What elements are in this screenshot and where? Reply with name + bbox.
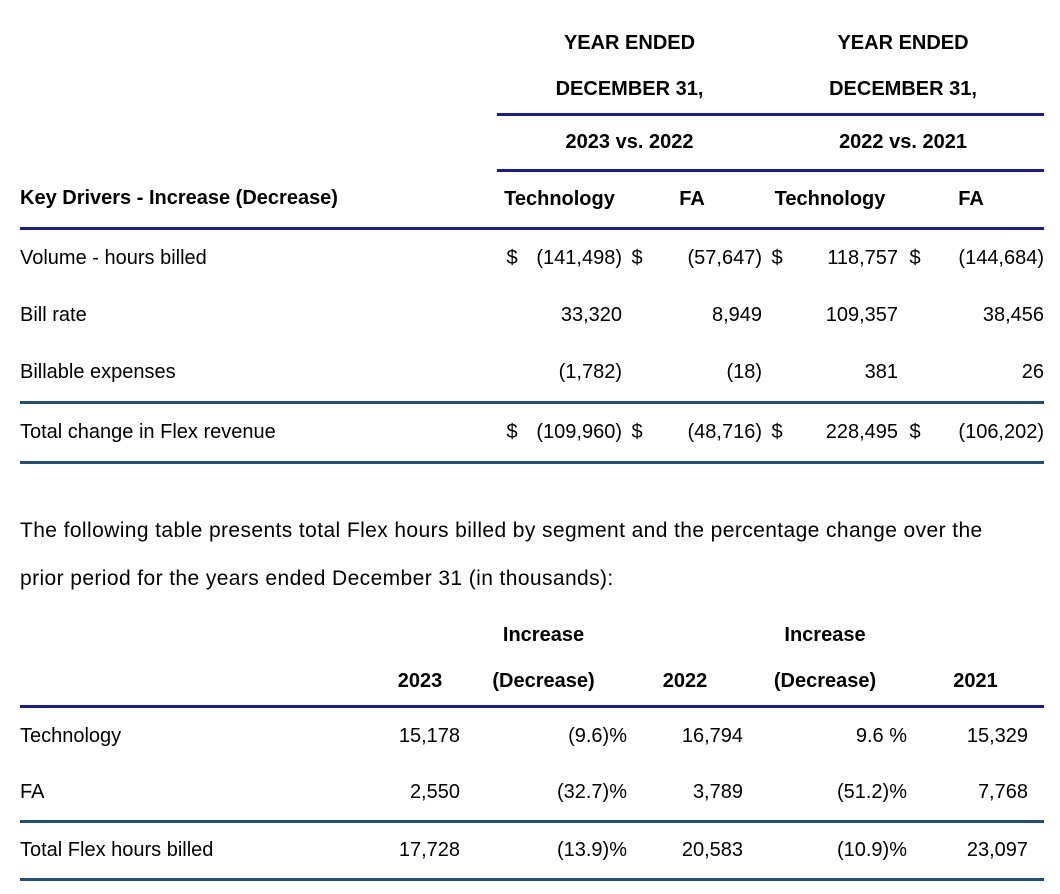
column-header: 2021 [907,658,1044,708]
currency-cell [622,344,652,404]
currency-cell: $ [762,402,793,464]
amount-cell: 15,178 [398,724,460,747]
table-row: Volume - hours billed $ (141,498) $ (57,… [20,229,1044,288]
column-header: FA [898,170,1045,230]
currency-cell: $ [506,247,518,269]
currency-cell: $ [771,247,783,269]
amount-cell: 26 [932,344,1045,404]
currency-cell [622,287,652,344]
table-row: DECEMBER 31, DECEMBER 31, [20,66,1045,116]
table-row: FA 2,550 (32.7)% 3,789 (51.2)% 7,768 [20,764,1044,823]
currency-cell: $ [631,247,643,269]
column-header: 2023 [380,658,460,708]
spacer-cell [627,612,743,658]
amount-cell: 109,357 [825,304,899,326]
period-header: 2023 vs. 2022 [497,114,763,172]
amount-cell: 20,583 [627,821,743,881]
spacer-cell [20,20,497,66]
amount-cell: 33,320 [560,304,622,326]
amount-cell: 38,456 [982,304,1045,326]
currency-cell [497,344,527,404]
table-row: 2023 vs. 2022 2022 vs. 2021 [20,114,1045,172]
amount-cell: (106,202) [932,402,1045,464]
column-header: Increase [784,623,866,646]
group-header: DECEMBER 31, [762,66,1045,116]
table-row: Technology 15,178 (9.6)% 16,794 9.6 % 15… [20,707,1044,765]
group-header: YEAR ENDED [837,31,969,54]
table-header-row: Key Drivers - Increase (Decrease) Techno… [20,170,1045,230]
intro-paragraph: The following table presents total Flex … [20,519,983,590]
column-header: (Decrease) [460,658,627,708]
currency-cell [898,287,932,344]
spacer-cell [20,115,497,171]
table-header-row: 2023 (Decrease) 2022 (Decrease) 2021 [20,658,1044,708]
amount-cell: 2,550 [380,764,460,823]
row-label: Total change in Flex revenue [20,402,497,464]
table-total-row: Total change in Flex revenue $ (109,960)… [20,402,1045,464]
amount-cell: 7,768 [907,764,1044,823]
column-header: Increase [502,623,585,646]
spacer-cell [380,612,460,658]
amount-cell: 3,789 [627,764,743,823]
row-group-title: Key Drivers - Increase (Decrease) [20,170,497,230]
amount-cell: 23,097 [907,821,1044,881]
group-header: DECEMBER 31, [497,66,763,116]
amount-cell: 17,728 [380,821,460,881]
group-header: YEAR ENDED [563,31,696,54]
amount-cell: 15,329 [966,724,1028,747]
table-row: Billable expenses (1,782) (18) 381 26 [20,344,1045,404]
spacer-cell [907,612,1044,658]
table-row: Bill rate 33,320 8,949 109,357 38,456 [20,287,1044,344]
amount-cell: 228,495 [792,402,899,464]
currency-cell [497,287,527,344]
flex-hours-table: Increase Increase 2023 (Decrease) 2022 (… [20,612,1044,881]
spacer-cell [20,612,380,658]
column-header: (Decrease) [743,658,907,708]
amount-cell: (48,716) [652,402,763,464]
amount-cell: 8,949 [711,304,763,326]
spacer-cell [20,66,497,115]
currency-cell [898,344,933,404]
percent-cell: (13.9)% [460,821,627,881]
percent-cell: (32.7)% [460,764,627,823]
spacer-cell [20,658,380,708]
amount-cell: (144,684) [958,247,1045,269]
amount-cell: (141,498) [536,247,622,269]
row-label: Volume - hours billed [20,247,207,269]
currency-cell: $ [497,402,527,464]
currency-cell [762,344,793,404]
amount-cell: (1,782) [527,344,622,404]
percent-cell: 9.6 % [855,724,907,747]
row-label: Bill rate [20,304,87,326]
currency-cell: $ [622,402,652,464]
percent-cell: (51.2)% [743,764,907,823]
amount-cell: 16,794 [681,724,743,747]
column-header: FA [622,170,763,230]
column-header: Technology [497,170,622,230]
percent-cell: (9.6)% [568,724,627,747]
key-drivers-table: YEAR ENDED YEAR ENDED DECEMBER 31, DECEM… [20,20,1045,464]
percent-cell: (10.9)% [743,821,907,881]
amount-cell: (18) [652,344,763,404]
amount-cell: (57,647) [687,247,763,269]
column-header: Technology [762,170,899,230]
table-row: YEAR ENDED YEAR ENDED [20,20,1044,66]
currency-cell [762,287,792,344]
currency-cell: $ [898,402,933,464]
column-header: 2022 [627,658,743,708]
table-row: Increase Increase [20,612,1044,658]
period-header: 2022 vs. 2021 [762,114,1045,172]
row-label: Billable expenses [20,344,497,404]
amount-cell: 381 [792,344,899,404]
row-label: Total Flex hours billed [20,821,380,881]
row-label: Technology [20,724,122,747]
amount-cell: 118,757 [827,247,899,269]
amount-cell: (109,960) [527,402,622,464]
row-label: FA [20,764,380,823]
currency-cell: $ [909,247,921,269]
table-total-row: Total Flex hours billed 17,728 (13.9)% 2… [20,821,1044,881]
